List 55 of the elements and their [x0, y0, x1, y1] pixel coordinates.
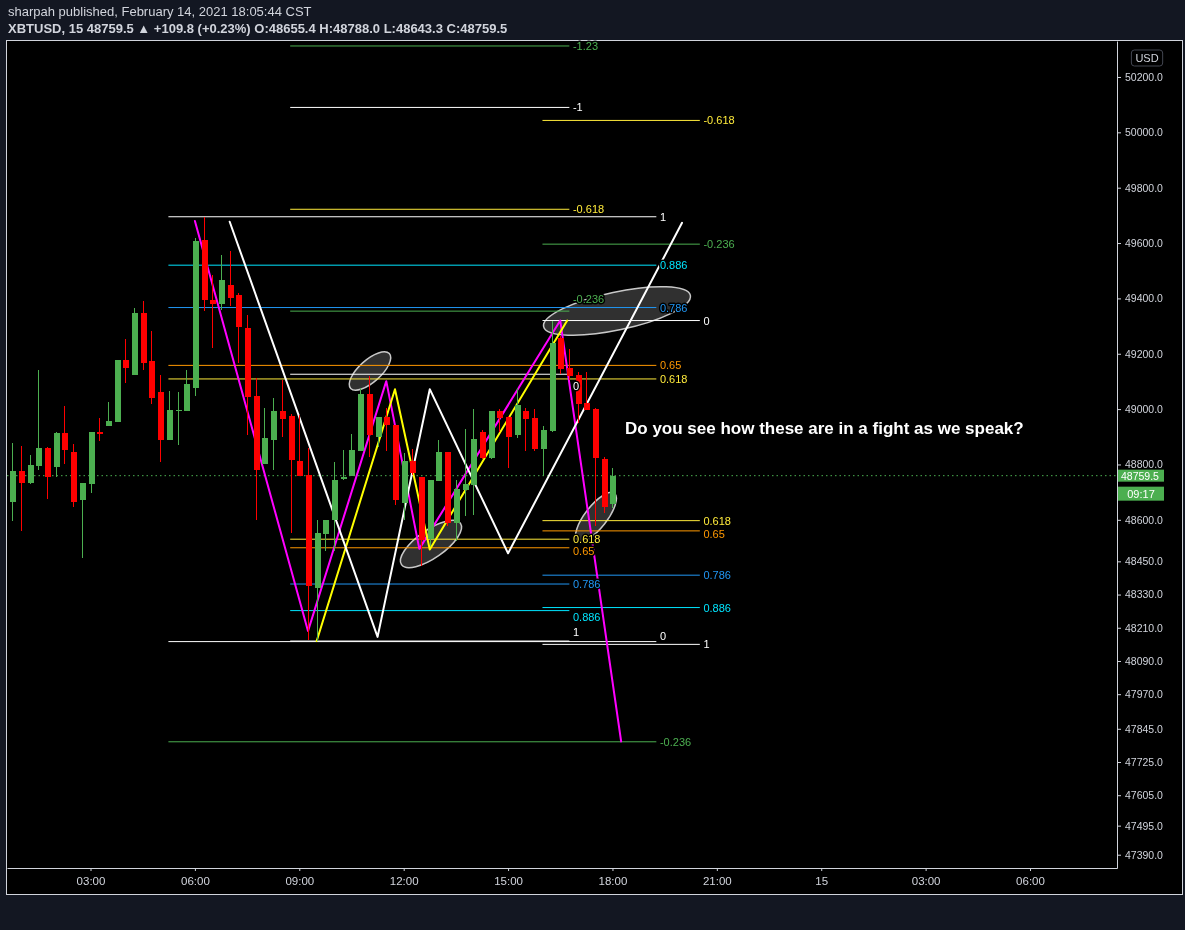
y-tick-label: 48600.0 [1125, 513, 1164, 526]
series-label: -0.236 [703, 238, 735, 251]
series-label: 0 [572, 380, 580, 393]
x-tick-label: 21:00 [702, 875, 732, 888]
series-label: 0.618 [703, 514, 731, 527]
x-tick-label: 15:00 [494, 875, 523, 888]
text: sharpah published, February 14, 2021 18:05:44 CST [8, 4, 312, 19]
y-tick-label: 48800.0 [1125, 458, 1164, 471]
y-tick-label: 50000.0 [1125, 126, 1164, 139]
y-tick-label: 49800.0 [1125, 181, 1164, 194]
y-tick-label: 48450.0 [1125, 555, 1164, 568]
x-tick-label: 15 [815, 875, 829, 888]
y-tick-label: 47495.0 [1125, 819, 1164, 832]
ref-line-label: 48759.5 [1121, 469, 1160, 482]
y-tick-label: 47390.0 [1125, 848, 1164, 861]
series-label: 1 [572, 626, 580, 639]
y-tick-label: 49400.0 [1125, 292, 1164, 305]
x-tick-label: 03:00 [76, 875, 106, 888]
series-label: 0.618 [659, 372, 688, 385]
x-tick-label: 18:00 [598, 875, 628, 888]
series-label: 0.886 [703, 601, 731, 614]
y-tick-label: 48330.0 [1125, 588, 1164, 601]
series-label: 0 [659, 629, 667, 642]
x-tick-label: 06:00 [181, 875, 210, 888]
y-tick-label: 49600.0 [1125, 236, 1164, 249]
y-tick-label: 47725.0 [1125, 755, 1164, 768]
series-label: 0.886 [659, 259, 688, 272]
y-tick-label: 47605.0 [1125, 789, 1164, 802]
y-tick-label: 47970.0 [1125, 688, 1164, 701]
series-label: -0.618 [703, 114, 735, 127]
y-tick-label: 49200.0 [1125, 347, 1164, 360]
series-label: 1 [703, 638, 710, 651]
y-tick-label: 48210.0 [1125, 621, 1164, 634]
annotation: Do you see how these are in a fight as we speak? [625, 418, 1024, 438]
y-tick-label: 50200.0 [1125, 70, 1164, 83]
x-tick-label: 03:00 [911, 875, 941, 888]
text: 09:17 [1127, 487, 1155, 500]
x-tick-label: 09:00 [285, 875, 315, 888]
y-tick-label: 49000.0 [1125, 402, 1164, 415]
x-tick-label: 06:00 [1016, 875, 1045, 888]
series-label: 0 [703, 314, 710, 327]
series-label: 0.65 [659, 359, 682, 372]
series-label: 0.786 [703, 569, 731, 582]
series-label: -0.618 [572, 203, 605, 216]
y-tick-label: 48090.0 [1125, 654, 1164, 667]
chart-title: XBTUSD, 15 48759.5 ▲ +109.8 (+0.23%) O:48655.4 H:48788.0 L:48643.3 C:48759.5 [8, 21, 508, 36]
y-tick-label: 47845.0 [1125, 722, 1164, 735]
series-label: -0.236 [659, 735, 692, 748]
series-label: 0.886 [572, 610, 601, 623]
series-label: 1 [659, 210, 667, 223]
series-label: -1 [572, 101, 583, 114]
series-label: 0.65 [703, 527, 725, 540]
y-axis-title: USD [1135, 52, 1159, 64]
x-tick-label: 12:00 [389, 875, 419, 888]
series-label: -1.23 [572, 39, 599, 52]
